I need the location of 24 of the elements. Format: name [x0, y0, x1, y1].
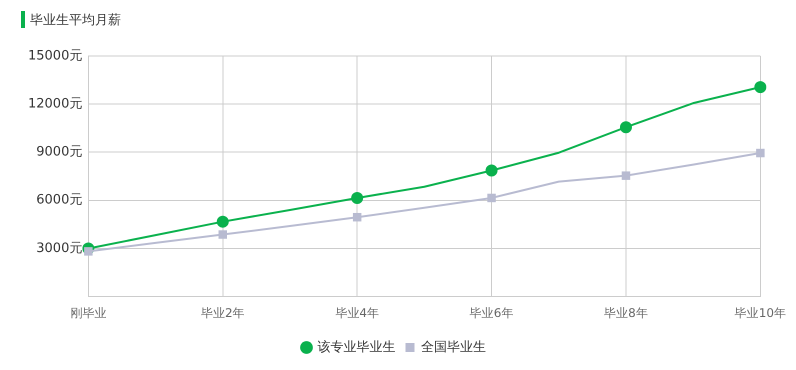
- x-tick-label: 毕业6年: [470, 306, 514, 320]
- x-tick-label: 刚毕业: [70, 306, 106, 320]
- y-tick-label: 3000元: [36, 240, 82, 256]
- point: [351, 192, 364, 204]
- x-tick-label: 毕业2年: [200, 306, 245, 320]
- y-tick-label: 12000元: [28, 96, 82, 112]
- point: [218, 230, 227, 239]
- point: [622, 171, 630, 180]
- x-tick-label: 毕业4年: [335, 306, 379, 320]
- y-tick-label: 15000元: [28, 48, 82, 64]
- point: [352, 212, 362, 222]
- chart-title: 毕业生平均月薪: [30, 12, 121, 29]
- point: [754, 81, 766, 94]
- y-tick-label: 9000元: [36, 144, 82, 160]
- point: [216, 216, 229, 228]
- y-tick-label: 6000元: [36, 192, 82, 208]
- point: [756, 148, 765, 158]
- point: [487, 194, 496, 202]
- legend-label: 全国毕业生: [421, 340, 486, 355]
- legend-label: 该专业毕业生: [318, 338, 396, 355]
- x-tick-label: 毕业8年: [604, 306, 648, 320]
- x-tick-label: 毕业10年: [734, 306, 786, 320]
- point: [620, 121, 632, 134]
- point: [486, 164, 498, 177]
